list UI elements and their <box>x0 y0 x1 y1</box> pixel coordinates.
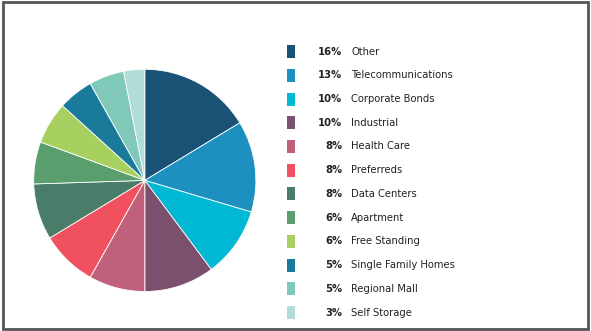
FancyBboxPatch shape <box>287 306 294 319</box>
Text: 6%: 6% <box>325 213 342 223</box>
Wedge shape <box>90 71 145 180</box>
Wedge shape <box>50 180 145 277</box>
Text: Industrial: Industrial <box>351 118 398 128</box>
Text: Free Standing: Free Standing <box>351 236 420 246</box>
Text: 10%: 10% <box>318 118 342 128</box>
Text: Single Family Homes: Single Family Homes <box>351 260 455 270</box>
Text: Corporate Bonds: Corporate Bonds <box>351 94 435 104</box>
FancyBboxPatch shape <box>287 235 294 248</box>
FancyBboxPatch shape <box>287 69 294 82</box>
Text: Sector Diversification: Sector Diversification <box>9 13 212 31</box>
Text: Regional Mall: Regional Mall <box>351 284 418 294</box>
Text: 13%: 13% <box>318 70 342 80</box>
FancyBboxPatch shape <box>287 164 294 177</box>
Text: 8%: 8% <box>325 189 342 199</box>
Text: 3%: 3% <box>325 307 342 317</box>
FancyBboxPatch shape <box>287 92 294 106</box>
Text: Self Storage: Self Storage <box>351 307 412 317</box>
FancyBboxPatch shape <box>287 187 294 201</box>
FancyBboxPatch shape <box>287 45 294 58</box>
Wedge shape <box>90 180 145 292</box>
Wedge shape <box>124 69 145 180</box>
Text: Data Centers: Data Centers <box>351 189 417 199</box>
Text: 16%: 16% <box>318 47 342 57</box>
Wedge shape <box>34 180 145 238</box>
Wedge shape <box>63 84 145 180</box>
Text: Apartment: Apartment <box>351 213 405 223</box>
Text: 6%: 6% <box>325 236 342 246</box>
Wedge shape <box>41 106 145 180</box>
Text: 5%: 5% <box>325 284 342 294</box>
FancyBboxPatch shape <box>287 140 294 153</box>
Wedge shape <box>34 142 145 184</box>
Wedge shape <box>145 180 251 269</box>
FancyBboxPatch shape <box>287 211 294 224</box>
FancyBboxPatch shape <box>287 116 294 129</box>
FancyBboxPatch shape <box>287 282 294 295</box>
FancyBboxPatch shape <box>287 259 294 272</box>
Text: Telecommunications: Telecommunications <box>351 70 453 80</box>
Wedge shape <box>145 180 211 292</box>
Text: 5%: 5% <box>325 260 342 270</box>
Wedge shape <box>145 69 240 180</box>
Text: 10%: 10% <box>318 94 342 104</box>
Text: Health Care: Health Care <box>351 141 410 152</box>
Text: Other: Other <box>351 47 379 57</box>
Wedge shape <box>145 123 256 212</box>
Text: Preferreds: Preferreds <box>351 165 402 175</box>
Text: 8%: 8% <box>325 165 342 175</box>
Text: 8%: 8% <box>325 141 342 152</box>
